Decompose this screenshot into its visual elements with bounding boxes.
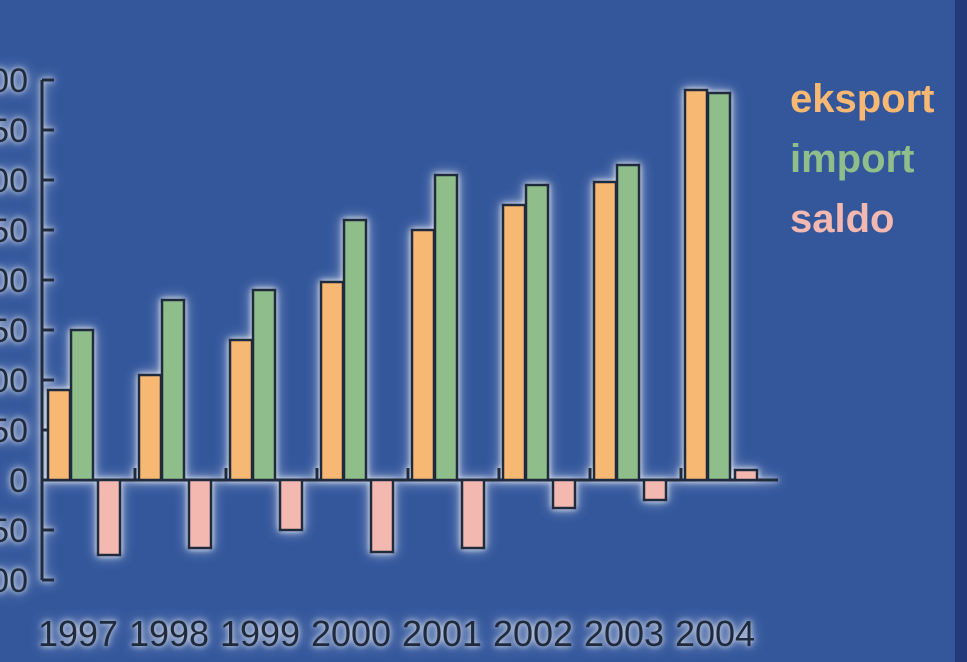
bar-import-1999 <box>251 288 277 482</box>
x-tick-label: 2004 <box>675 613 755 654</box>
y-tick-label: 350 <box>0 112 28 150</box>
bar-import-2004 <box>706 91 732 482</box>
y-tick-label: 200 <box>0 262 28 300</box>
bar-saldo-1999 <box>278 478 304 532</box>
bar-import-1998 <box>160 298 186 482</box>
bar-saldo-1998 <box>187 478 213 550</box>
x-tick-label: 2001 <box>402 613 482 654</box>
bar-eksport-1999 <box>228 338 254 482</box>
y-tick-label: -50 <box>0 512 28 550</box>
y-tick-label: 50 <box>0 412 28 450</box>
y-tick-label: 300 <box>0 162 28 200</box>
bar-import-1997 <box>69 328 95 482</box>
x-tick-label: 1998 <box>129 613 209 654</box>
bar-saldo-2001 <box>460 478 486 550</box>
legend-item-saldo: saldo <box>790 197 894 241</box>
bar-eksport-2000 <box>319 280 345 482</box>
y-tick-label: 400 <box>0 62 28 100</box>
x-tick-label: 2003 <box>584 613 664 654</box>
x-tick-label: 2002 <box>493 613 573 654</box>
x-tick-label: 2000 <box>311 613 391 654</box>
bar-saldo-2000 <box>369 478 395 554</box>
bar-eksport-1997 <box>46 388 72 482</box>
bar-saldo-1997 <box>96 478 122 557</box>
bar-import-2003 <box>615 163 641 482</box>
chart-right-edge <box>955 0 967 662</box>
bar-saldo-2002 <box>551 478 577 510</box>
x-tick-label: 1997 <box>38 613 118 654</box>
bar-eksport-2004 <box>683 88 709 482</box>
bar-import-2000 <box>342 218 368 482</box>
bar-eksport-2002 <box>501 203 527 482</box>
y-tick-label: 0 <box>9 462 28 500</box>
bar-eksport-2003 <box>592 180 618 482</box>
y-tick-label: -100 <box>0 562 28 600</box>
y-tick-label: 150 <box>0 312 28 350</box>
bar-saldo-2004 <box>733 468 759 482</box>
bar-eksport-1998 <box>137 373 163 482</box>
plot-area: -100 -50 0 50 100 150 200 250 300 350 400 1997 1998 1… <box>0 62 778 654</box>
bar-saldo-2003 <box>642 478 668 502</box>
y-tick-label: 250 <box>0 212 28 250</box>
y-tick-label: 100 <box>0 362 28 400</box>
x-tick-label: 1999 <box>220 613 300 654</box>
bar-import-2001 <box>433 173 459 482</box>
legend: eksport import saldo <box>790 77 935 241</box>
legend-item-eksport: eksport <box>790 77 935 121</box>
legend-item-import: import <box>790 137 914 181</box>
bar-eksport-2001 <box>410 228 436 482</box>
bar-import-2002 <box>524 183 550 482</box>
